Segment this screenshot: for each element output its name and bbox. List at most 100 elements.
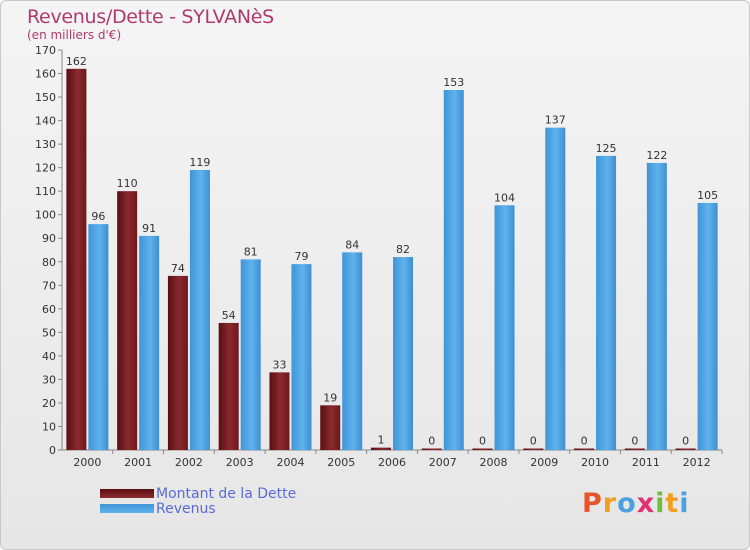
data-label: 162 — [66, 55, 87, 68]
x-tick-label: 2008 — [480, 456, 508, 469]
bar-revenus — [545, 127, 566, 450]
x-tick-label: 2006 — [378, 456, 406, 469]
data-label: 0 — [631, 435, 638, 448]
x-tick-label: 2007 — [429, 456, 457, 469]
bar-dette — [269, 372, 290, 450]
bar-dette — [472, 448, 493, 450]
x-tick-label: 2004 — [276, 456, 304, 469]
bar-revenus — [189, 170, 210, 450]
data-label: 19 — [323, 391, 337, 404]
bar-dette — [675, 448, 696, 450]
logo-letter: r — [602, 488, 618, 519]
data-label: 54 — [222, 309, 236, 322]
y-tick-label: 100 — [35, 209, 56, 222]
data-label: 105 — [697, 189, 718, 202]
data-label: 119 — [189, 156, 210, 169]
data-label: 74 — [171, 262, 185, 275]
bar-revenus — [596, 155, 617, 450]
chart-bars — [66, 68, 718, 451]
bar-dette — [624, 448, 645, 450]
data-label: 79 — [294, 250, 308, 263]
data-label: 0 — [530, 435, 537, 448]
bar-revenus — [139, 235, 160, 450]
chart-title: Revenus/Dette - SYLVANèS — [27, 6, 274, 28]
data-label: 1 — [378, 434, 385, 447]
logo-letter: P — [582, 488, 603, 519]
bar-revenus — [291, 264, 312, 450]
y-tick-label: 90 — [42, 232, 56, 245]
bar-revenus — [646, 162, 667, 451]
y-tick-label: 160 — [35, 68, 56, 81]
y-tick-label: 30 — [42, 373, 56, 386]
y-tick-label: 130 — [35, 138, 56, 151]
x-tick-label: 2010 — [581, 456, 609, 469]
y-tick-label: 140 — [35, 115, 56, 128]
data-label: 104 — [494, 191, 515, 204]
legend-swatch-dette — [100, 489, 154, 498]
bar-dette — [218, 322, 239, 450]
proxiti-logo: Proxiti — [582, 488, 690, 519]
data-label: 84 — [345, 238, 359, 251]
y-tick-label: 0 — [49, 444, 56, 457]
legend-item-dette: Montant de la Dette — [100, 485, 297, 502]
bar-dette — [523, 448, 544, 450]
data-label: 81 — [244, 245, 258, 258]
data-label: 0 — [682, 435, 689, 448]
data-label: 153 — [443, 76, 464, 89]
y-tick-label: 150 — [35, 91, 56, 104]
y-tick-label: 80 — [42, 256, 56, 269]
chart-legend: Montant de la Dette Revenus — [100, 485, 297, 517]
data-label: 91 — [142, 222, 156, 235]
logo-letter: i — [655, 488, 666, 519]
data-label: 125 — [596, 142, 617, 155]
bar-revenus — [443, 90, 464, 450]
y-tick-label: 10 — [42, 420, 56, 433]
legend-item-revenus: Revenus — [100, 500, 296, 517]
data-label: 96 — [91, 210, 105, 223]
bar-dette — [371, 447, 391, 450]
bar-revenus — [494, 205, 515, 450]
bar-revenus — [88, 224, 109, 450]
data-label: 0 — [479, 435, 486, 448]
y-tick-label: 120 — [35, 162, 56, 175]
data-label: 0 — [428, 435, 435, 448]
data-label: 82 — [396, 243, 410, 256]
bar-dette — [574, 448, 595, 450]
x-tick-label: 2001 — [124, 456, 152, 469]
y-tick-label: 50 — [42, 326, 56, 339]
bar-dette — [167, 275, 188, 450]
x-tick-label: 2002 — [175, 456, 203, 469]
data-label: 0 — [581, 435, 588, 448]
y-tick-label: 110 — [35, 185, 56, 198]
bar-dette — [66, 68, 87, 450]
data-label: 137 — [545, 114, 566, 127]
y-tick-label: 170 — [35, 44, 56, 57]
logo-letter: o — [617, 488, 637, 519]
logo-letter: t — [665, 488, 680, 519]
chart-data-labels: 162 96 110 91 74 119 54 81 33 79 19 84 1 82 0 153 0 104 0 1… — [66, 55, 718, 448]
legend-label-revenus: Revenus — [156, 500, 216, 517]
bar-dette — [320, 405, 341, 450]
x-tick-label: 2012 — [683, 456, 711, 469]
data-label: 122 — [646, 149, 667, 162]
x-tick-label: 2011 — [632, 456, 660, 469]
data-label: 110 — [117, 177, 138, 190]
y-tick-label: 20 — [42, 397, 56, 410]
legend-label-dette: Montant de la Dette — [156, 485, 297, 502]
chart-axes: 0102030405060708090100110120130140150160… — [35, 44, 723, 469]
y-tick-label: 40 — [42, 350, 56, 363]
bar-revenus — [697, 202, 718, 450]
bar-dette — [117, 191, 138, 451]
x-tick-label: 2000 — [73, 456, 101, 469]
y-tick-label: 60 — [42, 303, 56, 316]
bar-revenus — [240, 259, 261, 450]
x-tick-label: 2005 — [327, 456, 355, 469]
x-tick-label: 2009 — [530, 456, 558, 469]
data-label: 33 — [272, 358, 286, 371]
x-tick-label: 2003 — [226, 456, 254, 469]
bar-revenus — [393, 257, 413, 450]
logo-letter: x — [636, 488, 656, 519]
bar-revenus — [342, 252, 363, 450]
y-tick-label: 70 — [42, 279, 56, 292]
